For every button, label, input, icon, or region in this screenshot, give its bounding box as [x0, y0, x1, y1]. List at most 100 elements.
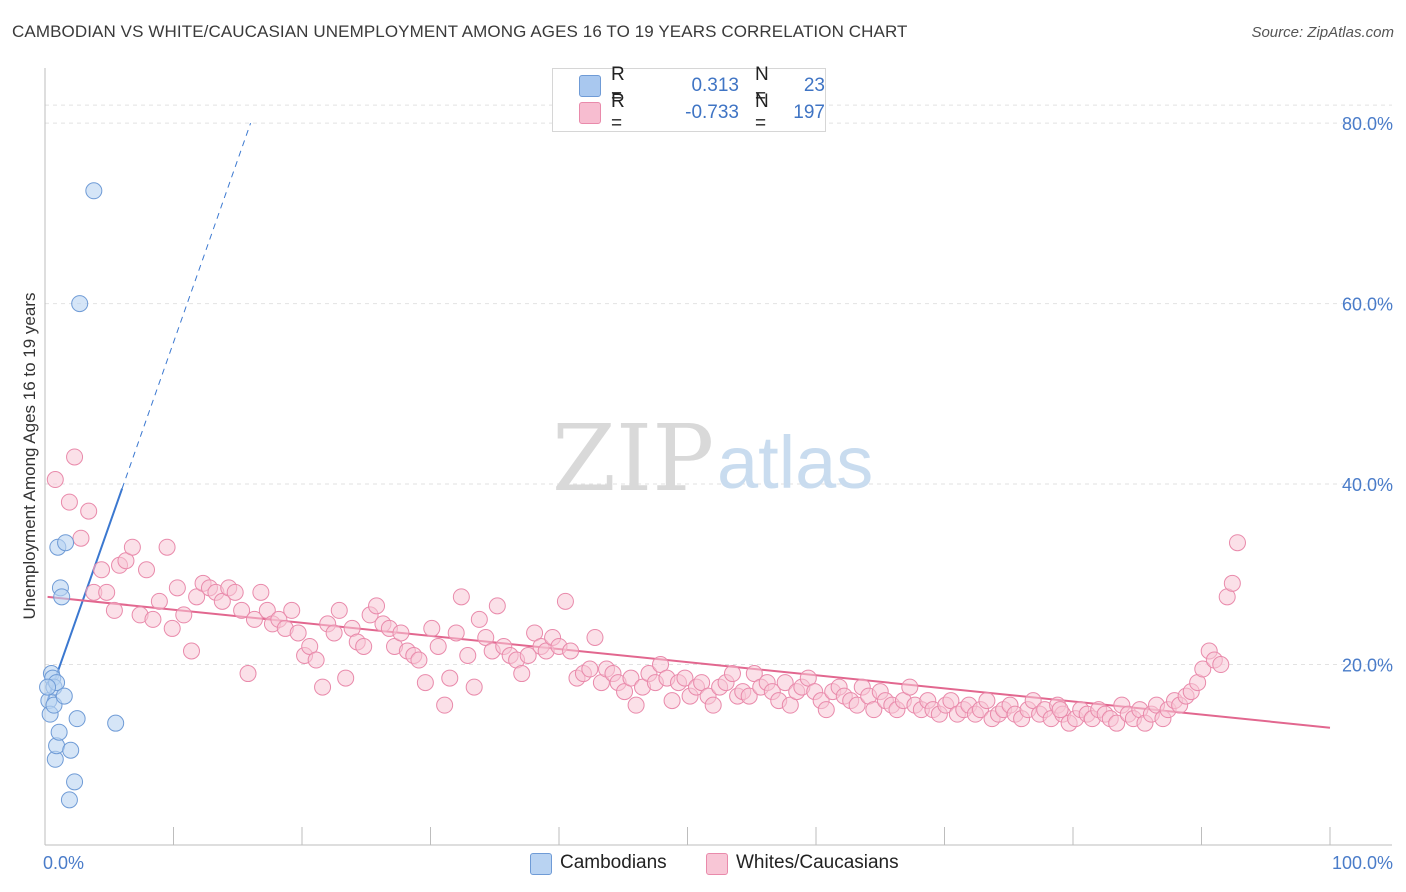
trend-cambodians: [46, 122, 252, 701]
legend-swatch-cambodians: [579, 75, 601, 97]
point-white: [80, 502, 98, 520]
y-tick-labels: 20.0% 40.0% 60.0% 80.0%: [1342, 114, 1393, 675]
legend-r-value: -0.733: [685, 102, 739, 123]
point-white: [289, 624, 307, 642]
point-cambodian: [53, 588, 71, 606]
point-white: [72, 529, 90, 547]
point-white: [416, 674, 434, 692]
point-white: [98, 583, 116, 601]
point-white: [459, 647, 477, 665]
y-tick-label: 80.0%: [1342, 114, 1393, 134]
point-white: [233, 601, 251, 619]
point-white: [1228, 534, 1246, 552]
point-white: [488, 597, 506, 615]
point-white: [1223, 574, 1241, 592]
points-whites: [46, 448, 1246, 732]
point-white: [182, 642, 200, 660]
point-white: [226, 583, 244, 601]
point-cambodian: [68, 710, 86, 728]
legend-n-label: N =: [755, 91, 769, 134]
chart-title: CAMBODIAN VS WHITE/CAUCASIAN UNEMPLOYMEN…: [12, 22, 908, 41]
point-white: [66, 448, 84, 466]
point-cambodian: [85, 182, 103, 200]
point-white: [513, 665, 531, 683]
point-cambodian: [71, 295, 89, 313]
point-white: [355, 637, 373, 655]
point-white: [337, 669, 355, 687]
point-white: [123, 538, 141, 556]
point-cambodian: [107, 714, 125, 732]
correlation-legend: R = 0.313 N = 23 R = -0.733 N = 197: [552, 64, 826, 134]
point-white: [325, 624, 343, 642]
legend-r-value: 0.313: [691, 75, 739, 96]
point-white: [163, 619, 181, 637]
point-cambodian: [39, 678, 57, 696]
point-white: [368, 597, 386, 615]
point-white: [447, 624, 465, 642]
point-white: [410, 651, 428, 669]
point-white: [1194, 660, 1212, 678]
point-white: [848, 696, 866, 714]
y-tick-label: 60.0%: [1342, 295, 1393, 315]
point-white: [245, 610, 263, 628]
point-white: [46, 471, 64, 489]
point-white: [556, 592, 574, 610]
point-white: [1051, 701, 1069, 719]
point-white: [817, 701, 835, 719]
point-white: [776, 674, 794, 692]
point-cambodian: [60, 791, 78, 809]
point-white: [865, 701, 883, 719]
point-white: [252, 583, 270, 601]
point-cambodian: [55, 687, 73, 705]
legend-swatch-whites: [579, 102, 601, 124]
point-white: [627, 696, 645, 714]
y-axis-label: Unemployment Among Ages 16 to 19 years: [20, 293, 39, 620]
point-white: [978, 692, 996, 710]
y-tick-label: 20.0%: [1342, 656, 1393, 676]
point-white: [150, 592, 168, 610]
point-white: [452, 588, 470, 606]
grid-lines: [45, 104, 1392, 666]
legend-n-value: 23: [803, 75, 825, 96]
watermark-zip: ZIP: [552, 405, 714, 512]
bottom-legend-label: Cambodians: [560, 852, 667, 873]
point-white: [1212, 656, 1230, 674]
bottom-legend-swatch: [530, 853, 552, 875]
point-white: [105, 601, 123, 619]
bottom-legend-swatch: [706, 853, 728, 875]
point-white: [470, 610, 488, 628]
watermark: ZIP atlas: [552, 405, 873, 512]
point-white: [562, 642, 580, 660]
source-label: Source: ZipAtlas.com: [1251, 24, 1394, 41]
trend-line-solid: [46, 488, 124, 701]
point-white: [158, 538, 176, 556]
x-tick-max: 100.0%: [1332, 853, 1393, 873]
point-white: [239, 665, 257, 683]
point-white: [704, 696, 722, 714]
point-white: [307, 651, 325, 669]
point-white: [586, 628, 604, 646]
point-white: [740, 687, 758, 705]
x-tick-min: 0.0%: [43, 853, 84, 873]
point-white: [392, 624, 410, 642]
watermark-atlas: atlas: [717, 421, 873, 504]
bottom-legend-label: Whites/Caucasians: [736, 852, 899, 873]
point-white: [330, 601, 348, 619]
point-white: [314, 678, 332, 696]
point-white: [436, 696, 454, 714]
point-white: [622, 669, 640, 687]
point-white: [676, 669, 694, 687]
point-cambodian: [50, 723, 68, 741]
point-white: [519, 647, 537, 665]
legend-r-label: R =: [611, 64, 625, 107]
point-white: [175, 606, 193, 624]
point-white: [423, 619, 441, 637]
point-white: [581, 660, 599, 678]
legend-n-value: 197: [793, 102, 825, 123]
point-white: [283, 601, 301, 619]
point-cambodian: [57, 534, 75, 552]
point-white: [723, 665, 741, 683]
point-white: [901, 678, 919, 696]
y-tick-label: 40.0%: [1342, 475, 1393, 495]
